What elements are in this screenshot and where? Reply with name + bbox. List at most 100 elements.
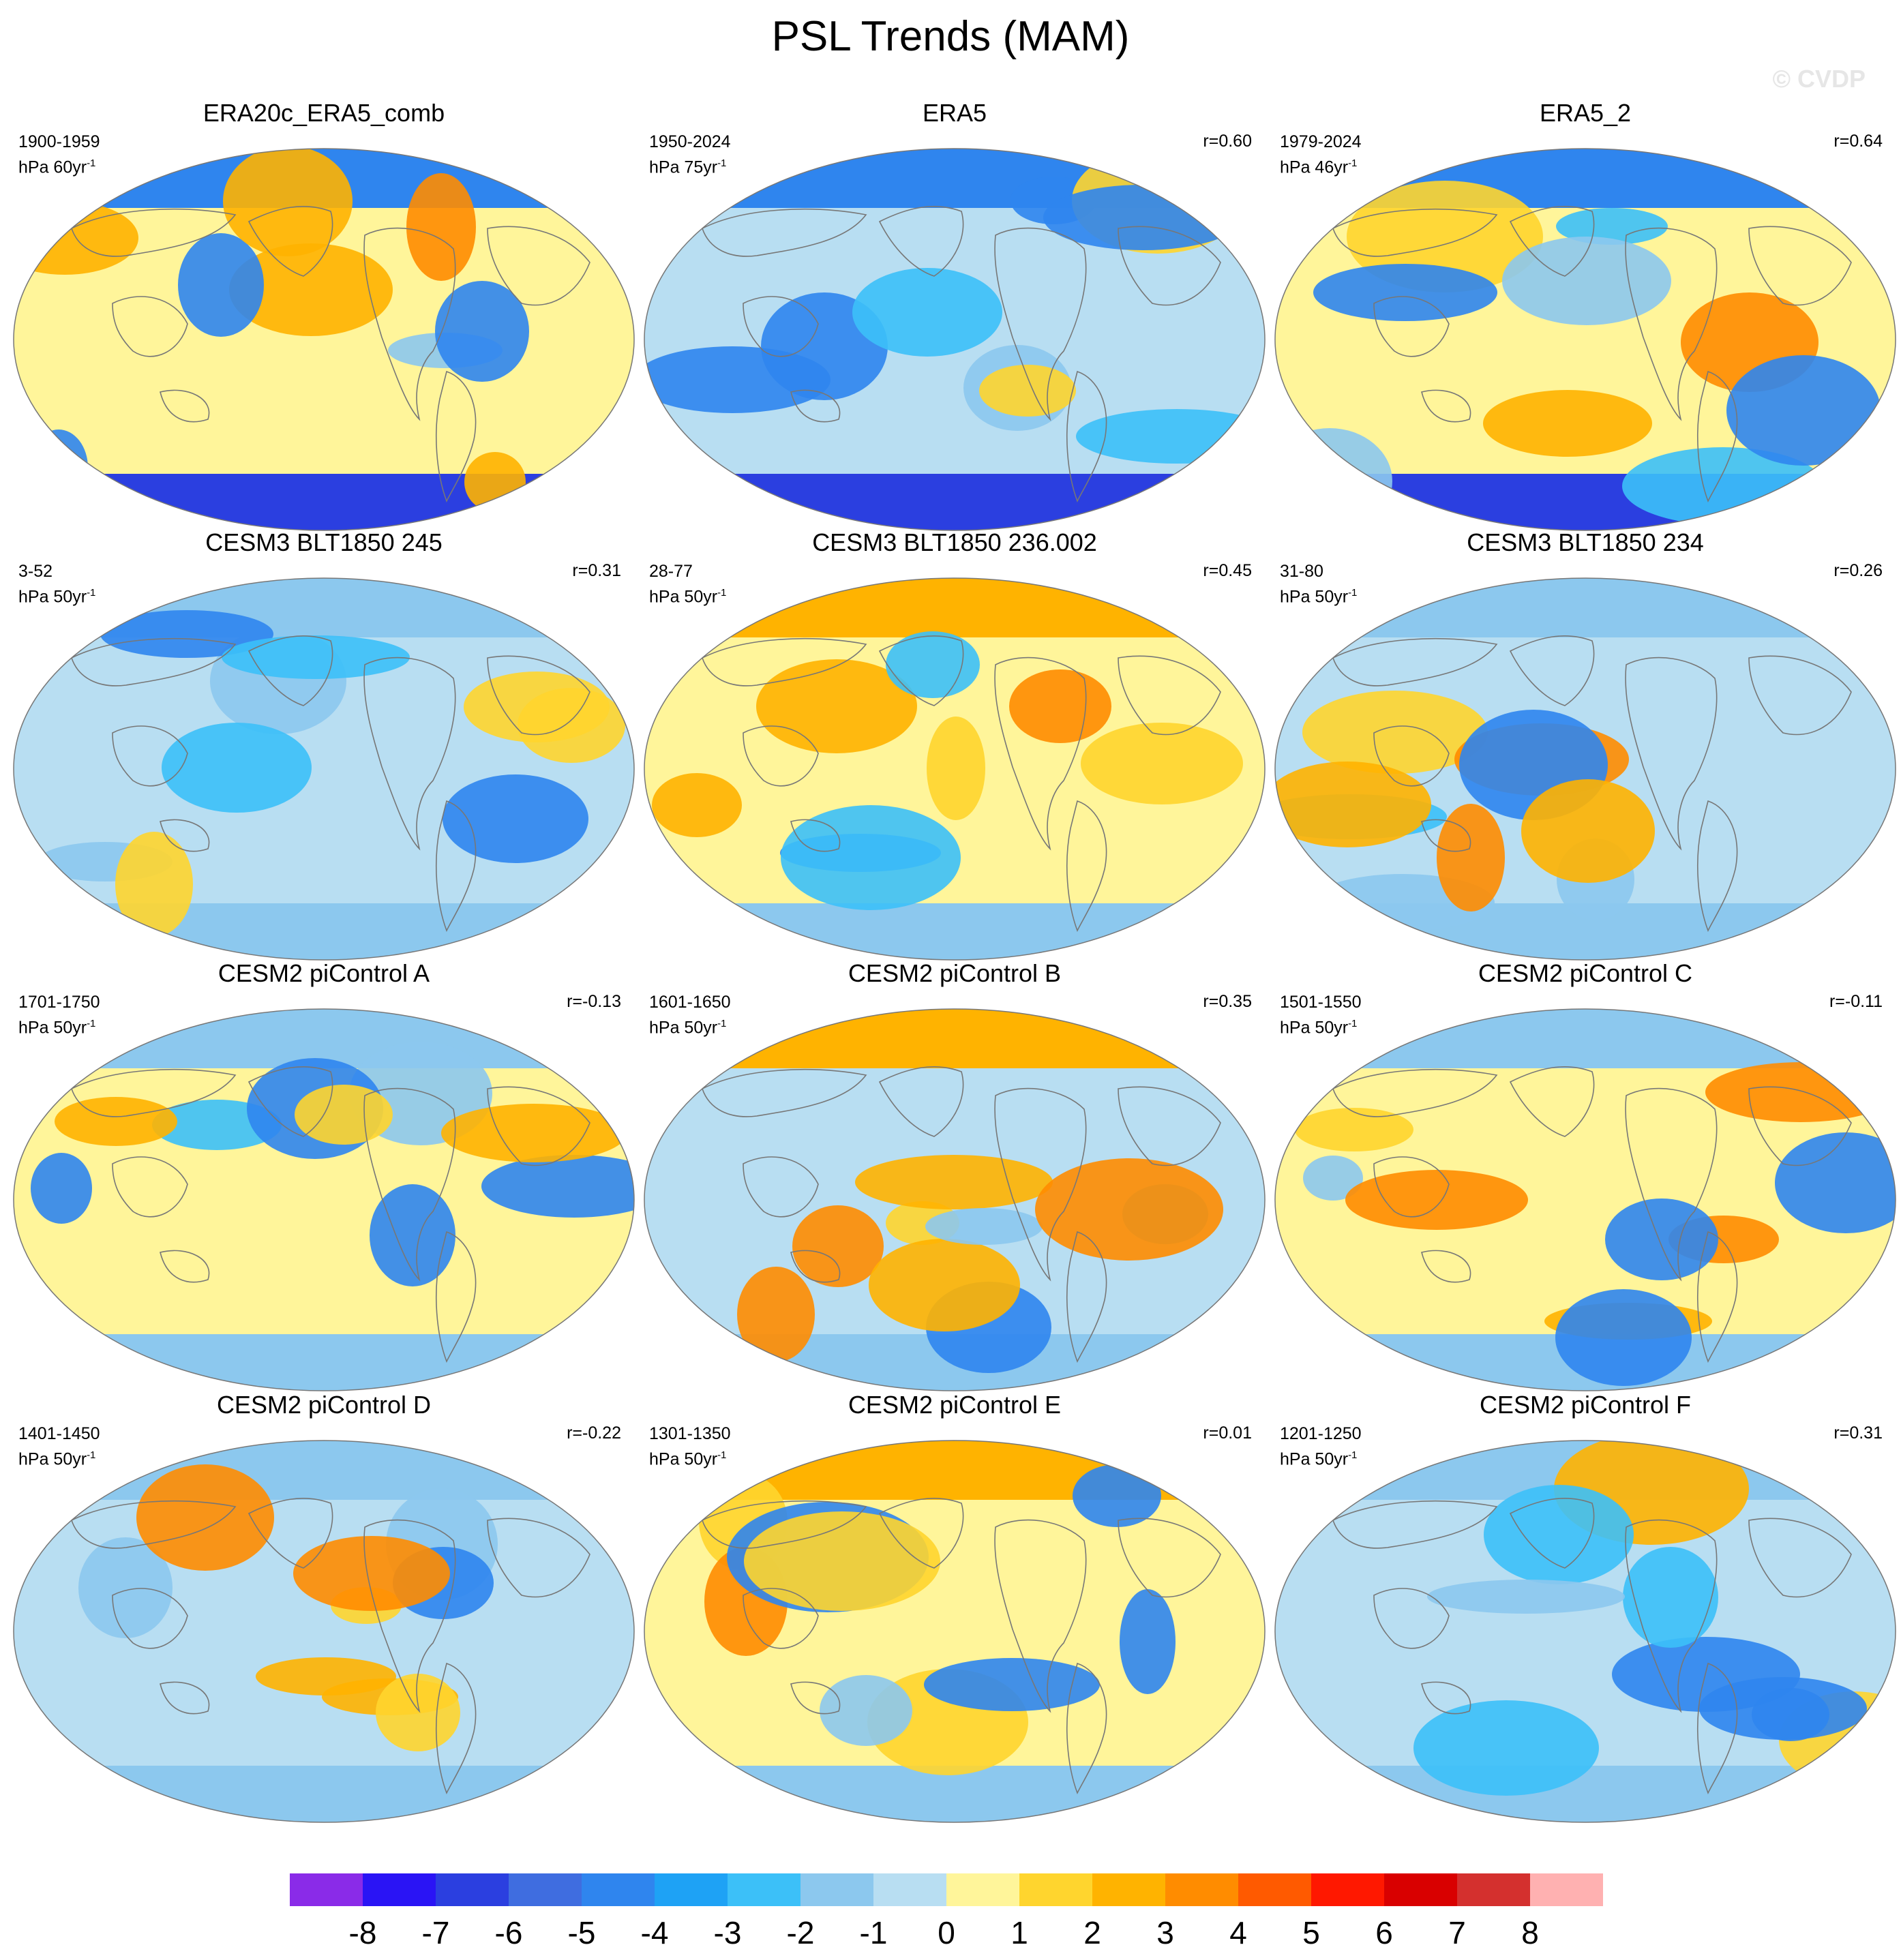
coastline xyxy=(1066,1231,1107,1363)
coastline xyxy=(994,227,1087,421)
period-label: 1979-2024 xyxy=(1280,132,1362,151)
map-border xyxy=(644,148,1266,531)
anomaly-contour xyxy=(1035,1158,1223,1261)
colorbar-tick-label: 2 xyxy=(1083,1915,1101,1950)
panel-period-units: 1301-1350 hPa 50yr-1 xyxy=(649,1423,731,1470)
polar-band-north xyxy=(1275,1009,1896,1068)
map-border xyxy=(1274,577,1896,961)
units-exponent: -1 xyxy=(87,157,96,169)
map-panel: CESM3 BLT1850 234 31-80 hPa 50yr-1 r=0.26 xyxy=(1272,528,1899,965)
panel-title: CESM2 piControl F xyxy=(1479,1391,1692,1419)
polar-band-south xyxy=(14,1766,634,1822)
anomaly-contour xyxy=(1437,804,1505,911)
coastline xyxy=(790,1250,841,1283)
colorbar-swatch xyxy=(800,1873,873,1906)
anomaly-contour xyxy=(1699,1677,1867,1740)
anomaly-contour xyxy=(925,1208,1043,1245)
anomaly-contour xyxy=(293,1536,450,1611)
coastline xyxy=(1118,1518,1221,1598)
colorbar-swatch xyxy=(1311,1873,1384,1906)
units-exponent: -1 xyxy=(717,1018,727,1029)
coastline xyxy=(743,725,819,787)
panel-title: CESM2 piControl C xyxy=(1478,959,1693,987)
pattern-correlation: r=0.31 xyxy=(572,561,621,580)
pattern-correlation: r=-0.13 xyxy=(567,992,621,1011)
coastline xyxy=(363,657,456,851)
anomaly-contour xyxy=(820,1675,912,1746)
map-panel: CESM2 piControl B 1601-1650 hPa 50yr-1 r=0.… xyxy=(641,959,1268,1396)
colorbar-tick-label: -1 xyxy=(859,1915,888,1950)
coastline xyxy=(160,1681,210,1715)
pattern-correlation: r=0.45 xyxy=(1203,561,1252,580)
anomaly-contour xyxy=(100,610,273,658)
map-panel: CESM3 BLT1850 236.002 28-77 hPa 50yr-1 r=0.… xyxy=(641,528,1268,965)
coastline xyxy=(790,389,841,423)
colorbar-swatch xyxy=(1092,1873,1165,1906)
map-border xyxy=(13,1008,635,1391)
coastline xyxy=(112,1588,188,1649)
anomaly-contour xyxy=(223,149,353,256)
map-border xyxy=(1274,1008,1896,1391)
polar-band-north xyxy=(1275,149,1896,208)
panel-period-units: 1501-1550 hPa 50yr-1 xyxy=(1280,992,1362,1038)
coastline xyxy=(1118,226,1221,306)
coastline xyxy=(1421,389,1471,423)
colorbar-swatch xyxy=(1530,1873,1603,1906)
trend-map xyxy=(13,148,635,531)
map-panel: CESM2 piControl F 1201-1250 hPa 50yr-1 r=0.… xyxy=(1272,1391,1899,1827)
colorbar-tick-label: 0 xyxy=(938,1915,955,1950)
period-label: 1950-2024 xyxy=(649,132,731,151)
anomaly-contour xyxy=(441,1104,627,1162)
coastline xyxy=(1625,657,1718,851)
coastline xyxy=(790,819,841,852)
panel-title: CESM2 piControl E xyxy=(848,1391,1062,1419)
anomaly-contour xyxy=(1521,779,1655,883)
units-label: hPa 50yr xyxy=(18,587,87,607)
anomaly-contour xyxy=(1073,1464,1161,1527)
colorbar-swatch xyxy=(290,1873,363,1906)
anomaly-contour xyxy=(744,1511,940,1611)
panel-title: ERA20c_ERA5_comb xyxy=(203,99,445,127)
coastline xyxy=(1697,1662,1738,1794)
trend-map xyxy=(1274,1008,1896,1391)
anomaly-contour xyxy=(781,805,961,910)
pattern-correlation: r=0.31 xyxy=(1833,1423,1883,1443)
map-border xyxy=(13,1440,635,1823)
colorbar-swatch xyxy=(1165,1873,1238,1906)
anomaly-contour xyxy=(376,1674,460,1751)
colorbar-swatch xyxy=(436,1873,509,1906)
coastline xyxy=(1332,209,1498,257)
units-label: hPa 50yr xyxy=(1280,587,1349,607)
figure-title: PSL Trends (MAM) xyxy=(771,13,1130,60)
units-label: hPa 50yr xyxy=(18,1018,87,1038)
coastline xyxy=(112,1156,188,1218)
anomaly-contour xyxy=(1605,1198,1718,1280)
colorbar-swatch xyxy=(655,1873,728,1906)
coastline xyxy=(702,638,867,687)
anomaly-contour xyxy=(1775,1132,1896,1233)
coastline xyxy=(994,657,1087,851)
coastline xyxy=(878,635,964,706)
map-border xyxy=(644,1440,1266,1823)
map-panel: CESM2 piControl A 1701-1750 hPa 50yr-1 r=-0… xyxy=(10,959,638,1396)
units-exponent: -1 xyxy=(87,1018,96,1029)
anomaly-contour xyxy=(1623,1547,1718,1648)
units-label: hPa 50yr xyxy=(1280,1018,1349,1038)
anomaly-contour xyxy=(1427,1580,1625,1614)
coastline xyxy=(1625,227,1718,421)
trend-map xyxy=(644,577,1266,961)
coastline xyxy=(1066,1662,1107,1794)
colorbar-tick-label: 4 xyxy=(1229,1915,1247,1950)
coastline xyxy=(1697,1231,1738,1363)
polar-band-south xyxy=(14,474,634,530)
anomaly-contour xyxy=(443,774,588,863)
coastline xyxy=(436,370,477,502)
anomaly-contour xyxy=(886,631,980,698)
coastline xyxy=(248,1066,333,1137)
units-label: hPa 50yr xyxy=(18,1449,87,1469)
anomaly-contour xyxy=(518,688,625,763)
anomaly-contour xyxy=(1413,1700,1599,1796)
coastline xyxy=(743,296,819,357)
coastline xyxy=(1421,1681,1471,1715)
panel-title: ERA5_2 xyxy=(1539,99,1632,127)
